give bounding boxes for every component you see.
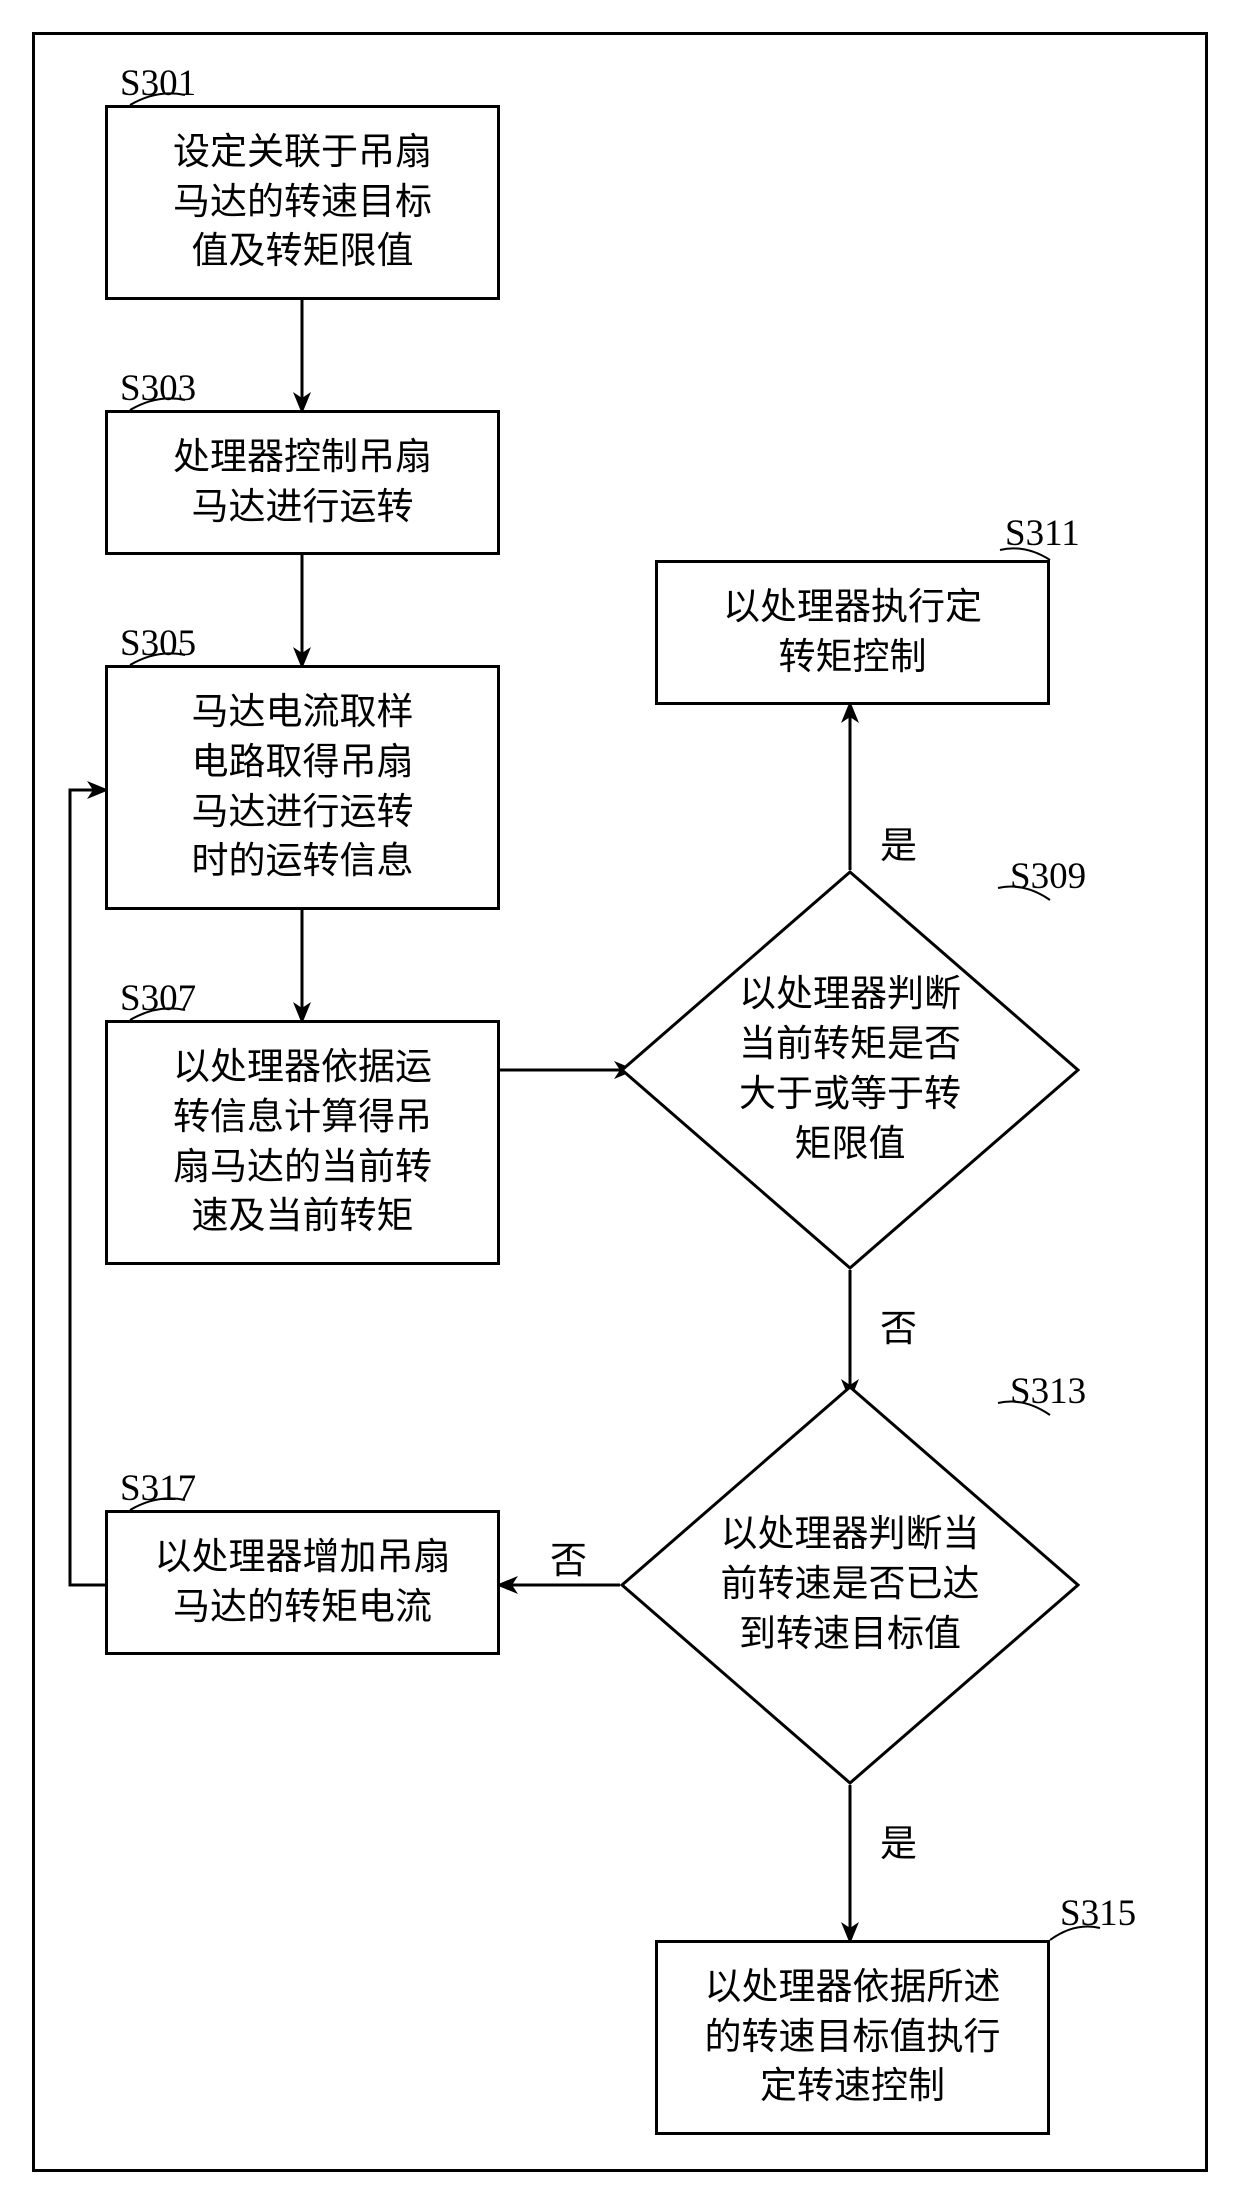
- edge-label-s309_no: 否: [880, 1298, 917, 1352]
- step-label-s311: S311: [1005, 512, 1080, 555]
- step-label-s301: S301: [120, 62, 196, 105]
- flow-step-s305: 马达电流取样电路取得吊扇马达进行运转时的运转信息: [105, 665, 500, 910]
- flow-step-s317: 以处理器增加吊扇马达的转矩电流: [105, 1510, 500, 1655]
- edge-label-s313_yes: 是: [880, 1813, 917, 1867]
- flow-decision-s309: 以处理器判断当前转矩是否大于或等于转矩限值: [620, 870, 1080, 1270]
- step-text: 马达电流取样电路取得吊扇马达进行运转时的运转信息: [192, 688, 414, 888]
- flow-step-s303: 处理器控制吊扇马达进行运转: [105, 410, 500, 555]
- step-label-s307: S307: [120, 977, 196, 1020]
- flow-step-s315: 以处理器依据所述的转速目标值执行定转速控制: [655, 1940, 1050, 2135]
- edge-label-s313_no: 否: [550, 1530, 587, 1584]
- diagram-canvas: 设定关联于吊扇马达的转速目标值及转矩限值 S301 处理器控制吊扇马达进行运转 S30…: [0, 0, 1240, 2204]
- flow-step-s307: 以处理器依据运转信息计算得吊扇马达的当前转速及当前转矩: [105, 1020, 500, 1265]
- flow-step-s311: 以处理器执行定转矩控制: [655, 560, 1050, 705]
- step-label-s309: S309: [1010, 855, 1086, 898]
- step-text: 以处理器判断当前转速是否已达到转速目标值: [721, 1510, 980, 1660]
- edge-label-s309_yes: 是: [880, 815, 917, 869]
- step-label-s317: S317: [120, 1467, 196, 1510]
- step-text: 以处理器依据运转信息计算得吊扇马达的当前转速及当前转矩: [173, 1043, 432, 1243]
- step-label-s313: S313: [1010, 1370, 1086, 1413]
- step-label-s303: S303: [120, 367, 196, 410]
- step-text: 以处理器判断当前转矩是否大于或等于转矩限值: [739, 970, 961, 1170]
- flow-decision-s313: 以处理器判断当前转速是否已达到转速目标值: [620, 1385, 1080, 1785]
- step-label-s315: S315: [1060, 1892, 1136, 1935]
- step-text: 处理器控制吊扇马达进行运转: [173, 433, 432, 533]
- step-text: 以处理器增加吊扇马达的转矩电流: [155, 1533, 451, 1633]
- step-text: 设定关联于吊扇马达的转速目标值及转矩限值: [173, 128, 432, 278]
- step-label-s305: S305: [120, 622, 196, 665]
- step-text: 以处理器依据所述的转速目标值执行定转速控制: [705, 1963, 1001, 2113]
- step-text: 以处理器执行定转矩控制: [723, 583, 982, 683]
- flow-step-s301: 设定关联于吊扇马达的转速目标值及转矩限值: [105, 105, 500, 300]
